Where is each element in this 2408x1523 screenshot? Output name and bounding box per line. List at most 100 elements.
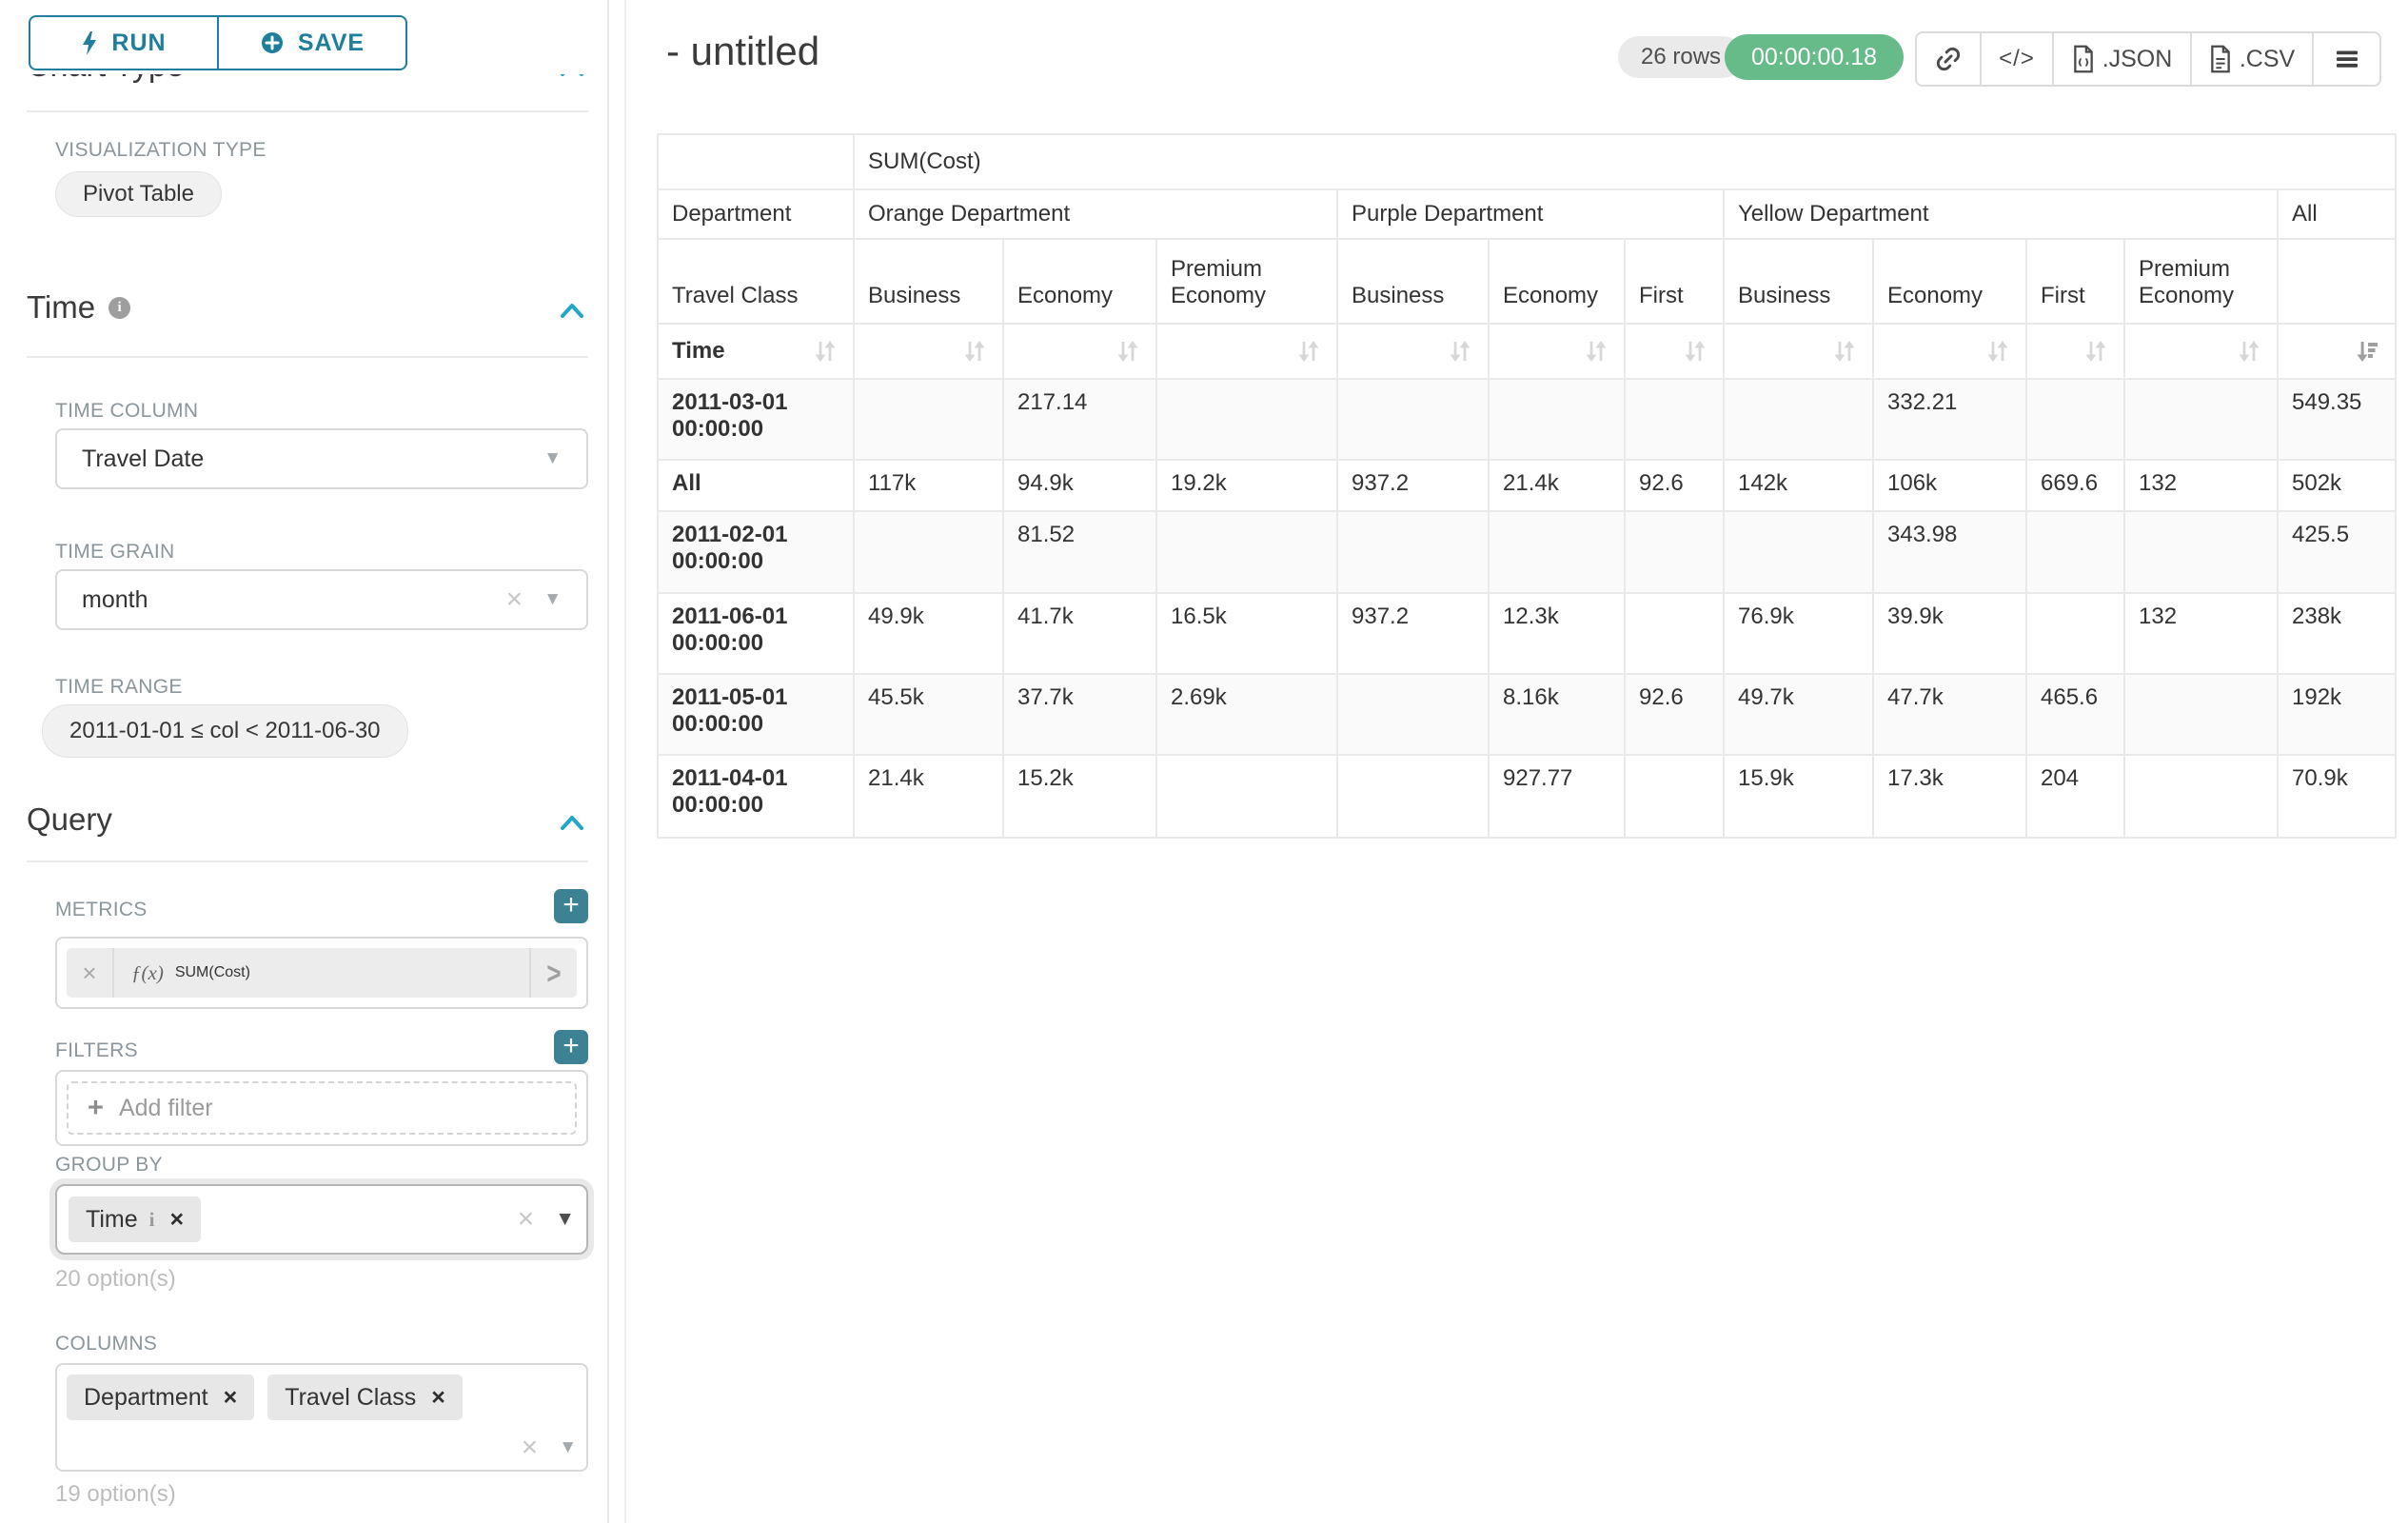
table-cell: 37.7k: [1003, 674, 1156, 755]
remove-chip-icon[interactable]: ×: [431, 1384, 445, 1412]
metrics-box: × ƒ(x) SUM(Cost) >: [55, 937, 588, 1009]
remove-chip-icon[interactable]: ×: [169, 1206, 184, 1234]
table-cell: 45.5k: [854, 674, 1003, 755]
sort-arrows-icon[interactable]: [811, 337, 839, 366]
caret-down-icon[interactable]: ▼: [559, 1437, 577, 1458]
sort-arrows-icon[interactable]: [960, 337, 989, 366]
plus-circle-icon: [260, 30, 285, 55]
time-section-title: Time: [27, 289, 95, 326]
pivot-table: SUM(Cost)DepartmentOrange DepartmentPurp…: [657, 133, 2397, 839]
table-cell: [1156, 379, 1337, 460]
row-header: 2011-04-01 00:00:00: [658, 755, 854, 838]
remove-metric-icon[interactable]: ×: [67, 948, 114, 998]
chevron-right-icon[interactable]: >: [529, 948, 577, 998]
group-by-chip-time[interactable]: Time i ×: [69, 1197, 201, 1242]
table-cell: 132: [2124, 593, 2278, 674]
columns-select[interactable]: Department × Travel Class × × ▼: [55, 1363, 588, 1472]
clear-icon[interactable]: ×: [522, 1432, 539, 1464]
export-json-button[interactable]: .JSON: [2052, 33, 2190, 85]
table-cell: [1337, 379, 1489, 460]
columns-label: COLUMNS: [55, 1333, 157, 1355]
table-cell: [1337, 755, 1489, 838]
group-by-select[interactable]: Time i × × ▼: [55, 1184, 588, 1255]
add-metric-button[interactable]: +: [554, 889, 588, 923]
sortable-column-cell: [854, 324, 1003, 379]
table-cell: [1337, 674, 1489, 755]
sort-arrows-icon[interactable]: [1830, 337, 1859, 366]
time-column-value: Travel Date: [82, 445, 543, 473]
link-icon: [1934, 45, 1963, 73]
table-cell: [1156, 755, 1337, 838]
table-cell: 2.69k: [1156, 674, 1337, 755]
table-cell: [1156, 511, 1337, 593]
caret-down-icon[interactable]: ▼: [543, 448, 562, 469]
table-cell: [854, 511, 1003, 593]
row-header: 2011-06-01 00:00:00: [658, 593, 854, 674]
run-label: RUN: [111, 30, 166, 57]
table-cell: 17.3k: [1873, 755, 2026, 838]
time-range-pill[interactable]: 2011-01-01 ≤ col < 2011-06-30: [42, 704, 408, 758]
row-dimension-label: Travel Class: [658, 239, 854, 324]
more-options-button[interactable]: [2312, 33, 2379, 85]
sort-arrows-icon[interactable]: [1114, 337, 1142, 366]
caret-down-icon[interactable]: ▼: [543, 589, 562, 610]
department-header: Purple Department: [1337, 189, 1724, 239]
visualization-type-pill[interactable]: Pivot Table: [55, 171, 222, 217]
embed-code-button[interactable]: </>: [1980, 33, 2052, 85]
clear-icon[interactable]: ×: [506, 583, 523, 616]
sort-desc-icon[interactable]: [2353, 337, 2381, 366]
columns-options-hint: 19 option(s): [55, 1481, 176, 1508]
add-filter-dropzone[interactable]: + Add filter: [67, 1081, 577, 1135]
caret-down-icon[interactable]: ▼: [555, 1208, 575, 1231]
table-cell: [854, 379, 1003, 460]
function-icon: ƒ(x): [131, 961, 164, 985]
table-cell: 49.7k: [1724, 674, 1873, 755]
chevron-up-icon[interactable]: [560, 301, 584, 320]
travel-class-header: Economy: [1003, 239, 1156, 324]
export-csv-button[interactable]: .CSV: [2190, 33, 2312, 85]
run-save-bar: RUN SAVE: [0, 0, 605, 74]
sort-arrows-icon[interactable]: [2082, 337, 2110, 366]
table-cell: [1625, 379, 1724, 460]
row-header: All: [658, 460, 854, 511]
run-button[interactable]: RUN: [29, 15, 219, 70]
sortable-column-cell: [1003, 324, 1156, 379]
info-icon[interactable]: i: [109, 297, 130, 319]
travel-class-header: First: [1625, 239, 1724, 324]
sort-arrows-icon[interactable]: [2235, 337, 2263, 366]
table-cell: [1724, 379, 1873, 460]
table-cell: 15.9k: [1724, 755, 1873, 838]
columns-chip-travel-class[interactable]: Travel Class ×: [267, 1375, 463, 1420]
table-row: 2011-06-01 00:00:0049.9k41.7k16.5k937.21…: [658, 593, 2396, 674]
metric-chip[interactable]: × ƒ(x) SUM(Cost) >: [67, 948, 577, 998]
table-cell: 465.6: [2026, 674, 2124, 755]
table-cell: [2026, 593, 2124, 674]
csv-label: .CSV: [2240, 46, 2295, 73]
chart-title[interactable]: - untitled: [666, 29, 819, 74]
remove-chip-icon[interactable]: ×: [224, 1384, 238, 1412]
table-cell: 94.9k: [1003, 460, 1156, 511]
save-button[interactable]: SAVE: [217, 15, 407, 70]
sort-arrows-icon[interactable]: [1681, 337, 1709, 366]
travel-class-header: Economy: [1489, 239, 1625, 324]
sort-arrows-icon[interactable]: [1446, 337, 1474, 366]
sort-arrows-icon[interactable]: [1984, 337, 2012, 366]
add-filter-plus-button[interactable]: +: [554, 1030, 588, 1064]
clear-icon[interactable]: ×: [518, 1203, 535, 1236]
sortable-column-cell: [2026, 324, 2124, 379]
table-cell: 937.2: [1337, 460, 1489, 511]
sortable-column-cell: [1873, 324, 2026, 379]
time-grain-select[interactable]: month × ▼: [55, 569, 588, 630]
table-cell: [1489, 379, 1625, 460]
time-column-select[interactable]: Travel Date ▼: [55, 428, 588, 489]
department-header: Orange Department: [854, 189, 1337, 239]
columns-chip-department[interactable]: Department ×: [67, 1375, 254, 1420]
sort-arrows-icon[interactable]: [1582, 337, 1610, 366]
table-cell: 204: [2026, 755, 2124, 838]
chevron-up-icon[interactable]: [560, 813, 584, 832]
table-cell: [1625, 755, 1724, 838]
table-cell: [2026, 511, 2124, 593]
sort-arrows-icon[interactable]: [1294, 337, 1323, 366]
copy-link-button[interactable]: [1917, 33, 1980, 85]
table-cell: 21.4k: [1489, 460, 1625, 511]
